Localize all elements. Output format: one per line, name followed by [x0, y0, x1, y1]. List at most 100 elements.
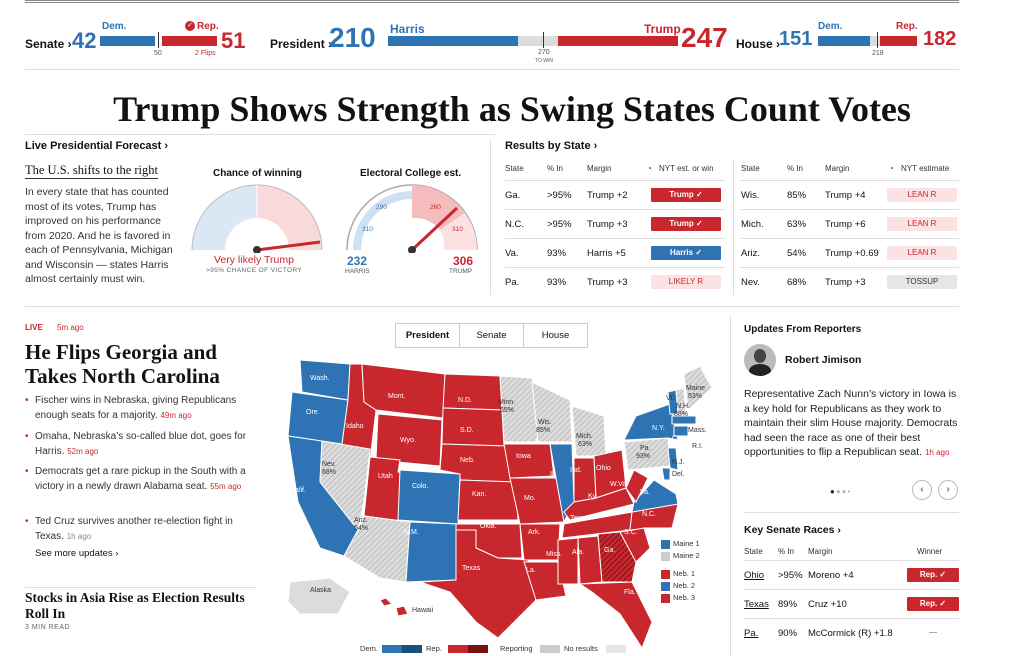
table-row[interactable]: Mich. 63% Trump +6 LEAN R [741, 209, 959, 238]
state-nj [667, 447, 679, 471]
table-row[interactable]: Ariz. 54% Trump +0.69 LEAN R [741, 238, 959, 267]
senate-flips: 2 Flips [195, 50, 216, 57]
legend-label: Neb. 3 [673, 593, 696, 602]
margin-cell: Harris +5 [587, 248, 626, 259]
president-rep-count: 247 [681, 22, 728, 53]
map-label-conn: Conn. [672, 435, 691, 442]
list-item[interactable]: Ted Cruz survives another re-election fi… [25, 515, 257, 544]
state-cell[interactable]: Ohio [744, 570, 765, 581]
president-dem-label: Harris [390, 22, 425, 36]
chance-title: Chance of winning [213, 168, 302, 179]
president-gap-bar [518, 36, 558, 46]
senate-threshold: 50 [154, 50, 162, 57]
tab-president[interactable]: President [396, 324, 460, 347]
map-label-nh: N.H. [676, 403, 690, 410]
map-label-nc: N.C. [642, 511, 656, 518]
state-cell[interactable]: Pa. [744, 628, 759, 639]
map-label-ga: Ga. [604, 547, 615, 554]
table-row[interactable]: N.C. >95% Trump +3 Trump ✓ [505, 209, 725, 238]
map-label-mich-pct: 63% [578, 441, 592, 448]
tab-senate[interactable]: Senate [460, 324, 524, 347]
map-label-vt: Vt. [666, 395, 675, 402]
table-row[interactable]: Ohio >95% Moreno +4 Rep. ✓ [744, 560, 959, 589]
map-label-nev: Nev. [322, 461, 336, 468]
map-label-kan: Kan. [472, 491, 486, 498]
list-item[interactable]: Fischer wins in Nebraska, giving Republi… [25, 394, 257, 423]
state-conn [673, 425, 689, 437]
state-wva [625, 469, 649, 503]
list-item[interactable]: Omaha, Nebraska’s so-called blue dot, go… [25, 430, 257, 459]
results-link[interactable]: Results by State › [505, 140, 598, 152]
see-more-link[interactable]: See more updates › [35, 548, 119, 559]
state-mont [361, 363, 446, 419]
forecast-subtitle[interactable]: The U.S. shifts to the right [25, 163, 158, 179]
map-label-wis: Wis. [538, 419, 552, 426]
map-label-utah: Utah [378, 473, 393, 480]
pct-cell: 89% [778, 599, 798, 610]
president-summary[interactable]: President › 210 Harris 270 TO WIN Trump … [270, 17, 728, 64]
estimate-badge: TOSSUP [887, 275, 957, 289]
state-nev [319, 440, 371, 532]
house-gap-bar [870, 36, 880, 46]
senate-rep-label: Rep. [197, 21, 219, 32]
margin-cell: Trump +4 [825, 190, 866, 201]
table-row[interactable]: Ga. >95% Trump +2 Trump ✓ [505, 180, 725, 209]
state-colo [397, 469, 461, 525]
results-table-left: State % In Margin ◔ NYT est. or win Ga. >… [505, 160, 725, 295]
list-item[interactable]: Democrats get a rare pickup in the South… [25, 465, 257, 494]
map-label-wash: Wash. [310, 375, 330, 382]
tab-house[interactable]: House [541, 330, 570, 341]
main-headline[interactable]: Trump Shows Strength as Swing States Cou… [113, 89, 911, 129]
avatar[interactable] [744, 344, 776, 376]
pct-cell: 93% [547, 277, 567, 288]
forecast-link[interactable]: Live Presidential Forecast › [25, 140, 169, 152]
estimate-badge: Trump ✓ [651, 188, 721, 202]
table-row[interactable]: Va. 93% Harris +5 Harris ✓ [505, 238, 725, 267]
state-la [523, 561, 567, 601]
legend-label: Neb. 1 [673, 569, 696, 578]
state-cell: N.C. [505, 219, 524, 230]
table-row[interactable]: Pa. 93% Trump +3 LIKELY R [505, 267, 725, 296]
next-button[interactable]: › [938, 480, 958, 500]
house-threshold: 218 [872, 50, 884, 57]
senate-races-link[interactable]: Key Senate Races › [744, 524, 841, 536]
legend-swatch [661, 582, 670, 591]
state-alaska [287, 577, 351, 615]
state-va [631, 479, 679, 513]
state-cell: Mich. [741, 219, 764, 230]
map-label-texas: Texas [462, 565, 481, 572]
map-label-va: Va. [640, 489, 650, 496]
us-map[interactable]: Wash. Ore. Calif. Idaho Nev.68% Mont. Wyo. Utah… [280, 352, 720, 652]
live-headline[interactable]: He Flips Georgia and Takes North Carolin… [25, 340, 220, 388]
president-dem-count: 210 [329, 22, 376, 53]
check-icon: ✓ [185, 21, 195, 31]
prev-button[interactable]: ‹ [912, 480, 932, 500]
senate-summary[interactable]: Senate › 42 Dem. 50 Rep. ✓ 2 Flips 51 [25, 17, 250, 63]
table-row[interactable]: Pa. 90% McCormick (R) +1.8 — [744, 618, 959, 647]
legend-swatch [661, 570, 670, 579]
house-summary[interactable]: House › 151 Dem. 218 Rep. 182 [736, 17, 959, 63]
map-label-wis-pct: 85% [536, 427, 550, 434]
map-label-alaska: Alaska [310, 587, 331, 594]
state-miss [557, 537, 579, 585]
author-name[interactable]: Robert Jimison [785, 354, 862, 366]
map-label-ohio: Ohio [596, 465, 611, 472]
map-label-ny: N.Y. [652, 425, 665, 432]
pct-cell: >95% [778, 570, 803, 581]
nyt-icon: ◔ [889, 164, 894, 173]
map-label-ark: Ark. [528, 529, 541, 536]
map-label-ore: Ore. [306, 409, 320, 416]
state-mich [571, 405, 607, 457]
ec-trump-label: TRUMP [449, 268, 473, 275]
stocks-headline[interactable]: Stocks in Asia Rise as Election Results … [25, 587, 257, 622]
table-row[interactable]: Wis. 85% Trump +4 LEAN R [741, 180, 959, 209]
state-cell[interactable]: Texas [744, 599, 769, 610]
house-rep-bar [880, 36, 917, 46]
map-label-mo: Mo. [524, 495, 536, 502]
table-row[interactable]: Nev. 68% Trump +3 TOSSUP [741, 267, 959, 296]
map-label-okla: Okla. [480, 523, 496, 530]
table-row[interactable]: Texas 89% Cruz +10 Rep. ✓ [744, 589, 959, 618]
legend-label: Neb. 2 [673, 581, 696, 590]
legend-label: Maine 2 [673, 551, 700, 560]
house-dem-label: Dem. [818, 21, 843, 32]
